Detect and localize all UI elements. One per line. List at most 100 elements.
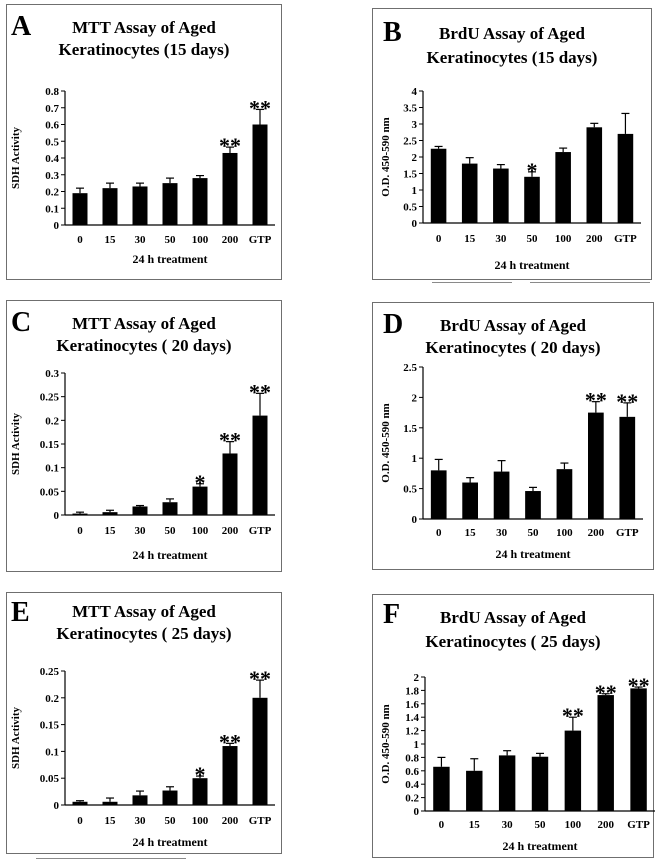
y-tick-label: 1 bbox=[412, 453, 418, 465]
x-tick-label: 15 bbox=[105, 815, 117, 827]
chart-c: 0 0.05 0.1 0.15 0.2 0.25 0.3 SDH Activity 0 15 30 5… bbox=[10, 368, 275, 562]
chart-d: 0 0.5 1 1.5 2 2.5 O.D. 450-590 nm 0 15 30 50 100 ** 2… bbox=[380, 362, 643, 561]
y-tick-label: 0.6 bbox=[405, 766, 419, 778]
y-tick-label: 4 bbox=[412, 86, 418, 98]
y-tick-label: 2 bbox=[414, 672, 420, 684]
y-tick-label: 0.8 bbox=[405, 752, 419, 764]
x-tick-label: 0 bbox=[436, 233, 442, 245]
x-tick-label: 50 bbox=[165, 525, 177, 537]
y-tick-label: 0.25 bbox=[40, 392, 60, 404]
significance-label: ** bbox=[585, 388, 607, 413]
bar bbox=[597, 695, 614, 811]
underline bbox=[530, 282, 650, 283]
significance-label: ** bbox=[219, 428, 241, 453]
bar bbox=[72, 513, 88, 515]
bar bbox=[192, 486, 208, 515]
y-tick-label: 1 bbox=[414, 739, 420, 751]
chart-b: 0 0.5 1 1.5 2 2.5 3 3.5 4 O.D. 450-590 nm 0 15 30 * 50… bbox=[380, 86, 641, 272]
significance-label: * bbox=[195, 762, 206, 787]
bar bbox=[466, 770, 483, 811]
bar bbox=[531, 756, 549, 811]
chart-a: 0 0.1 0.2 0.3 0.4 0.5 0.6 0.7 0.8 SDH Activity 0 15… bbox=[10, 86, 275, 266]
x-tick-label: GTP bbox=[249, 815, 272, 827]
y-tick-label: 0.2 bbox=[45, 415, 59, 427]
bar bbox=[630, 688, 647, 811]
bar bbox=[433, 766, 450, 811]
panel-e: E MTT Assay of Aged Keratinocytes ( 25 d… bbox=[6, 592, 282, 854]
panel-letter: F bbox=[383, 599, 401, 630]
bar bbox=[162, 790, 178, 805]
x-tick-label: 200 bbox=[597, 819, 614, 831]
y-tick-label: 1 bbox=[412, 185, 418, 197]
bar bbox=[524, 176, 540, 223]
bar bbox=[132, 186, 148, 225]
bar bbox=[586, 127, 603, 223]
chart-e: 0 0.05 0.1 0.15 0.2 0.25 SDH Activity 0 15 30 50 * 1… bbox=[10, 666, 275, 849]
bar bbox=[222, 746, 238, 805]
x-tick-label: 0 bbox=[439, 819, 445, 831]
y-tick-label: 2.5 bbox=[403, 362, 417, 374]
y-axis-label: SDH Activity bbox=[10, 706, 22, 769]
significance-label: ** bbox=[628, 673, 650, 698]
x-tick-label: 100 bbox=[192, 234, 209, 246]
y-tick-label: 0.4 bbox=[45, 153, 59, 165]
significance-label: * bbox=[195, 470, 206, 495]
y-tick-label: 0.25 bbox=[40, 666, 60, 678]
bar bbox=[588, 412, 604, 519]
y-tick-label: 0 bbox=[414, 806, 420, 818]
y-tick-label: 0 bbox=[412, 218, 418, 230]
panel-letter: C bbox=[11, 307, 32, 338]
x-tick-label: 15 bbox=[465, 527, 477, 539]
y-tick-label: 0.3 bbox=[45, 170, 59, 182]
y-tick-label: 2 bbox=[412, 152, 418, 164]
y-axis-label: O.D. 450-590 nm bbox=[380, 117, 392, 196]
x-tick-label: 15 bbox=[464, 233, 476, 245]
y-tick-label: 2 bbox=[412, 392, 418, 404]
chart-title-line2: Keratinocytes ( 20 days) bbox=[56, 336, 232, 355]
significance-label: ** bbox=[562, 703, 584, 728]
significance-label: ** bbox=[249, 379, 271, 404]
bar bbox=[72, 193, 88, 225]
bar bbox=[555, 152, 571, 223]
y-tick-label: 0 bbox=[54, 800, 60, 812]
y-tick-label: 0.1 bbox=[45, 463, 59, 475]
bar bbox=[462, 482, 478, 519]
bar bbox=[619, 416, 636, 519]
y-tick-label: 1.5 bbox=[403, 423, 417, 435]
y-tick-label: 0.15 bbox=[40, 720, 60, 732]
x-tick-label: 50 bbox=[528, 527, 540, 539]
y-tick-label: 0.5 bbox=[45, 136, 59, 148]
chart-title-line1: BrdU Assay of Aged bbox=[439, 24, 585, 43]
panel-letter: D bbox=[383, 309, 404, 340]
x-tick-label: 30 bbox=[135, 234, 147, 246]
chart-title-line2: Keratinocytes ( 25 days) bbox=[425, 632, 601, 651]
x-tick-label: 30 bbox=[496, 527, 508, 539]
chart-title-line2: Keratinocytes ( 20 days) bbox=[425, 338, 601, 357]
x-tick-label: 200 bbox=[586, 233, 603, 245]
y-tick-label: 0.6 bbox=[45, 120, 59, 132]
y-tick-label: 2.5 bbox=[403, 136, 417, 148]
y-tick-label: 1.8 bbox=[405, 685, 419, 697]
panel-c: C MTT Assay of Aged Keratinocytes ( 20 d… bbox=[6, 300, 282, 572]
bar bbox=[430, 470, 447, 519]
underline bbox=[432, 282, 512, 283]
x-tick-label: 50 bbox=[165, 234, 177, 246]
x-tick-label: 15 bbox=[469, 819, 481, 831]
underline bbox=[36, 858, 186, 859]
x-tick-label: 100 bbox=[192, 815, 209, 827]
bar bbox=[162, 502, 178, 515]
bar bbox=[430, 148, 447, 223]
significance-label: ** bbox=[219, 133, 241, 158]
x-axis-label: 24 h treatment bbox=[495, 547, 570, 561]
bar bbox=[252, 415, 268, 515]
x-tick-label: 0 bbox=[77, 234, 83, 246]
panel-letter: B bbox=[383, 17, 402, 48]
x-tick-label: GTP bbox=[627, 819, 650, 831]
panel-d: D BrdU Assay of Aged Keratinocytes ( 20 … bbox=[372, 302, 654, 570]
x-tick-label: 100 bbox=[192, 525, 209, 537]
bar bbox=[132, 795, 148, 805]
panel-f: F BrdU Assay of Aged Keratinocytes ( 25 … bbox=[372, 594, 655, 858]
x-tick-label: 50 bbox=[527, 233, 539, 245]
x-axis-label: 24 h treatment bbox=[494, 258, 569, 272]
chart-title-line1: BrdU Assay of Aged bbox=[440, 608, 586, 627]
